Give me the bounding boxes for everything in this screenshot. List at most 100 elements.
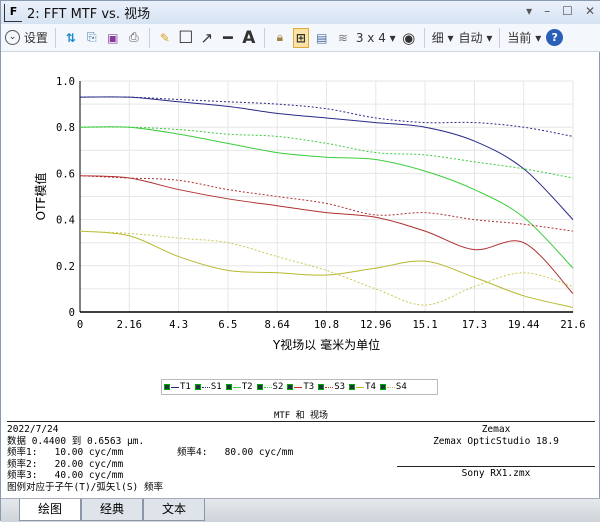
legend-marker-icon [287,384,294,390]
lock-icon[interactable]: 🔒︎ [276,30,284,44]
settings-button[interactable]: ⌄ 设置 [5,28,48,48]
title-bar: F 2: FFT MTF vs. 视场 ▾ – ☐ ✕ [1,1,600,24]
legend-item-s4: S4 [379,382,407,392]
print-icon[interactable]: ⎙ [129,30,139,44]
tab-plot[interactable]: 绘图 [19,499,81,521]
series-s3 [79,175,574,232]
x-tick-label: 10.8 [314,319,339,331]
legend-marker-icon [194,384,201,390]
y-tick-label: 0.8 [56,122,75,134]
line-icon[interactable]: ━ [223,28,233,47]
x-tick-label: 15.1 [412,319,437,331]
x-tick-label: 19.44 [508,319,540,331]
legend-line [386,386,395,388]
fit-icon[interactable]: ⊞ [292,27,309,48]
legend-label: T4 [365,382,376,392]
legend-label: T3 [303,382,315,392]
tab-classic[interactable]: 经典 [81,499,143,521]
x-tick-label: 17.3 [462,319,487,331]
layers-icon[interactable]: ≋ [337,30,348,45]
layout-dropdown[interactable]: 3 x 4 ▾ [355,30,396,45]
arrow-icon[interactable]: ↗ [200,28,214,47]
toolbar: ⌄ 设置 ⇅ ⎘ ▣ ⎙ ✎ ☐ ↗ ━ A 🔒︎ ⊞ ▤ ≋ 3 x 4 ▾ … [1,24,600,52]
x-tick-label: 4.3 [169,319,188,331]
chevron-down-icon: ⌄ [5,30,20,45]
legend-line [263,386,272,388]
window-title: 2: FFT MTF vs. 视场 [27,7,151,22]
frequency-4: 频率4: 80.00 cyc/mm [177,447,294,458]
legend-item-t3: T3 [287,382,314,392]
app-logo-icon: F [4,3,22,22]
legend-line [201,386,210,388]
chart-legend: T1 S1 T2 S2 T3 S3 T4 S4 [161,379,438,395]
maximize-button[interactable]: ☐ [562,4,573,18]
current-dropdown[interactable]: 当前 ▾ [507,31,542,45]
y-tick-label: 0 [69,307,75,319]
legend-item-t2: T2 [225,382,253,392]
legend-line [294,386,303,388]
x-tick-label: 0 [77,319,83,331]
legend-marker-icon [318,384,325,390]
series-s2 [79,126,574,179]
series-t1 [79,96,574,220]
settings-label: 设置 [23,31,48,45]
y-tick-label: 0.6 [56,168,75,180]
x-tick-label: 21.6 [560,319,585,331]
y-tick-label: 0.2 [56,261,75,273]
legend-label: S4 [395,382,407,392]
legend-marker-icon [164,384,170,390]
close-button[interactable]: ✕ [584,4,595,18]
legend-label: S3 [334,382,346,392]
x-axis-label: Y视场以 毫米为单位 [272,337,380,352]
window-menu-button[interactable]: ▾ [526,4,533,18]
legend-item-t1: T1 [164,382,191,392]
auto-dropdown[interactable]: 自动 ▾ [458,31,493,45]
y-axis-label: OTF模值 [33,173,48,221]
legend-item-t4: T4 [349,382,376,392]
tab-text[interactable]: 文本 [143,499,205,521]
legend-note: 图例对应于子午(T)/弧矢l(S) 频率 [7,481,163,493]
pencil-icon[interactable]: ✎ [159,30,170,45]
mtf-chart: 0 2.16 4.3 6.5 8.64 10.8 12.96 15.1 17.3 19.44 21.… [33,76,586,352]
rotate-icon[interactable]: ◉ [402,28,416,47]
line-weight-dropdown[interactable]: 细 ▾ [431,31,454,45]
legend-line [232,386,241,388]
save-icon[interactable]: ▣ [107,30,119,45]
copy-icon[interactable]: ⎘ [87,30,97,44]
info-panel: 2022/7/24 数据 0.4400 到 0.6563 μm. 频率1: 10… [7,421,595,497]
window-icon[interactable]: ▤ [316,30,328,45]
legend-marker-icon [256,384,263,390]
legend-marker-icon [349,384,356,390]
frequency-1: 频率1: 10.00 cyc/mm [7,447,124,458]
legend-item-s1: S1 [194,382,222,392]
text-icon[interactable]: A [242,27,256,48]
legend-marker-icon [225,384,232,390]
refresh-icon[interactable]: ⇅ [65,30,76,45]
series-t2 [79,126,574,269]
legend-label: T1 [180,382,191,392]
file-name: Sony RX1.zmx [397,466,595,480]
legend-item-s3: S3 [318,382,345,392]
x-tick-label: 8.64 [265,319,290,331]
frequency-3: 频率3: 40.00 cyc/mm [7,470,124,481]
legend-item-s2: S2 [256,382,284,392]
legend-line [356,386,365,388]
legend-label: S1 [210,382,222,392]
legend-line [171,386,179,388]
legend-label: T2 [241,382,253,392]
legend-label: S2 [272,382,284,392]
x-tick-label: 6.5 [218,319,237,331]
frequency-2: 频率2: 20.00 cyc/mm [7,458,124,470]
series-s1 [79,96,574,137]
tab-bar: 绘图 经典 文本 [1,498,600,522]
help-icon[interactable]: ? [546,29,564,46]
x-tick-label: 12.96 [360,319,392,331]
legend-line [325,386,334,388]
chart-title: MTF 和 视场 [273,411,329,421]
wavelength-text: 数据 0.4400 到 0.6563 μm. [7,435,145,447]
rectangle-icon[interactable]: ☐ [178,27,194,48]
series-t4 [79,230,574,308]
minimize-button[interactable]: – [544,4,551,18]
y-tick-label: 1.0 [56,76,75,88]
company-text: Zemax [481,424,511,435]
